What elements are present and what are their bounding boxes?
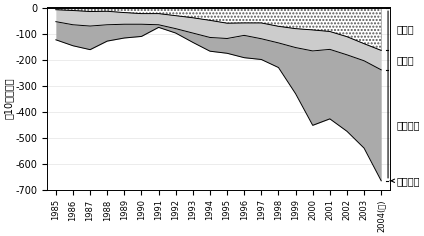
Text: 対世界計: 対世界計 <box>396 176 420 186</box>
Text: 対中国: 対中国 <box>396 24 414 34</box>
Text: 対その他: 対その他 <box>396 120 420 130</box>
Text: 対日本: 対日本 <box>396 55 414 65</box>
Y-axis label: （10億ドル）: （10億ドル） <box>4 77 14 119</box>
